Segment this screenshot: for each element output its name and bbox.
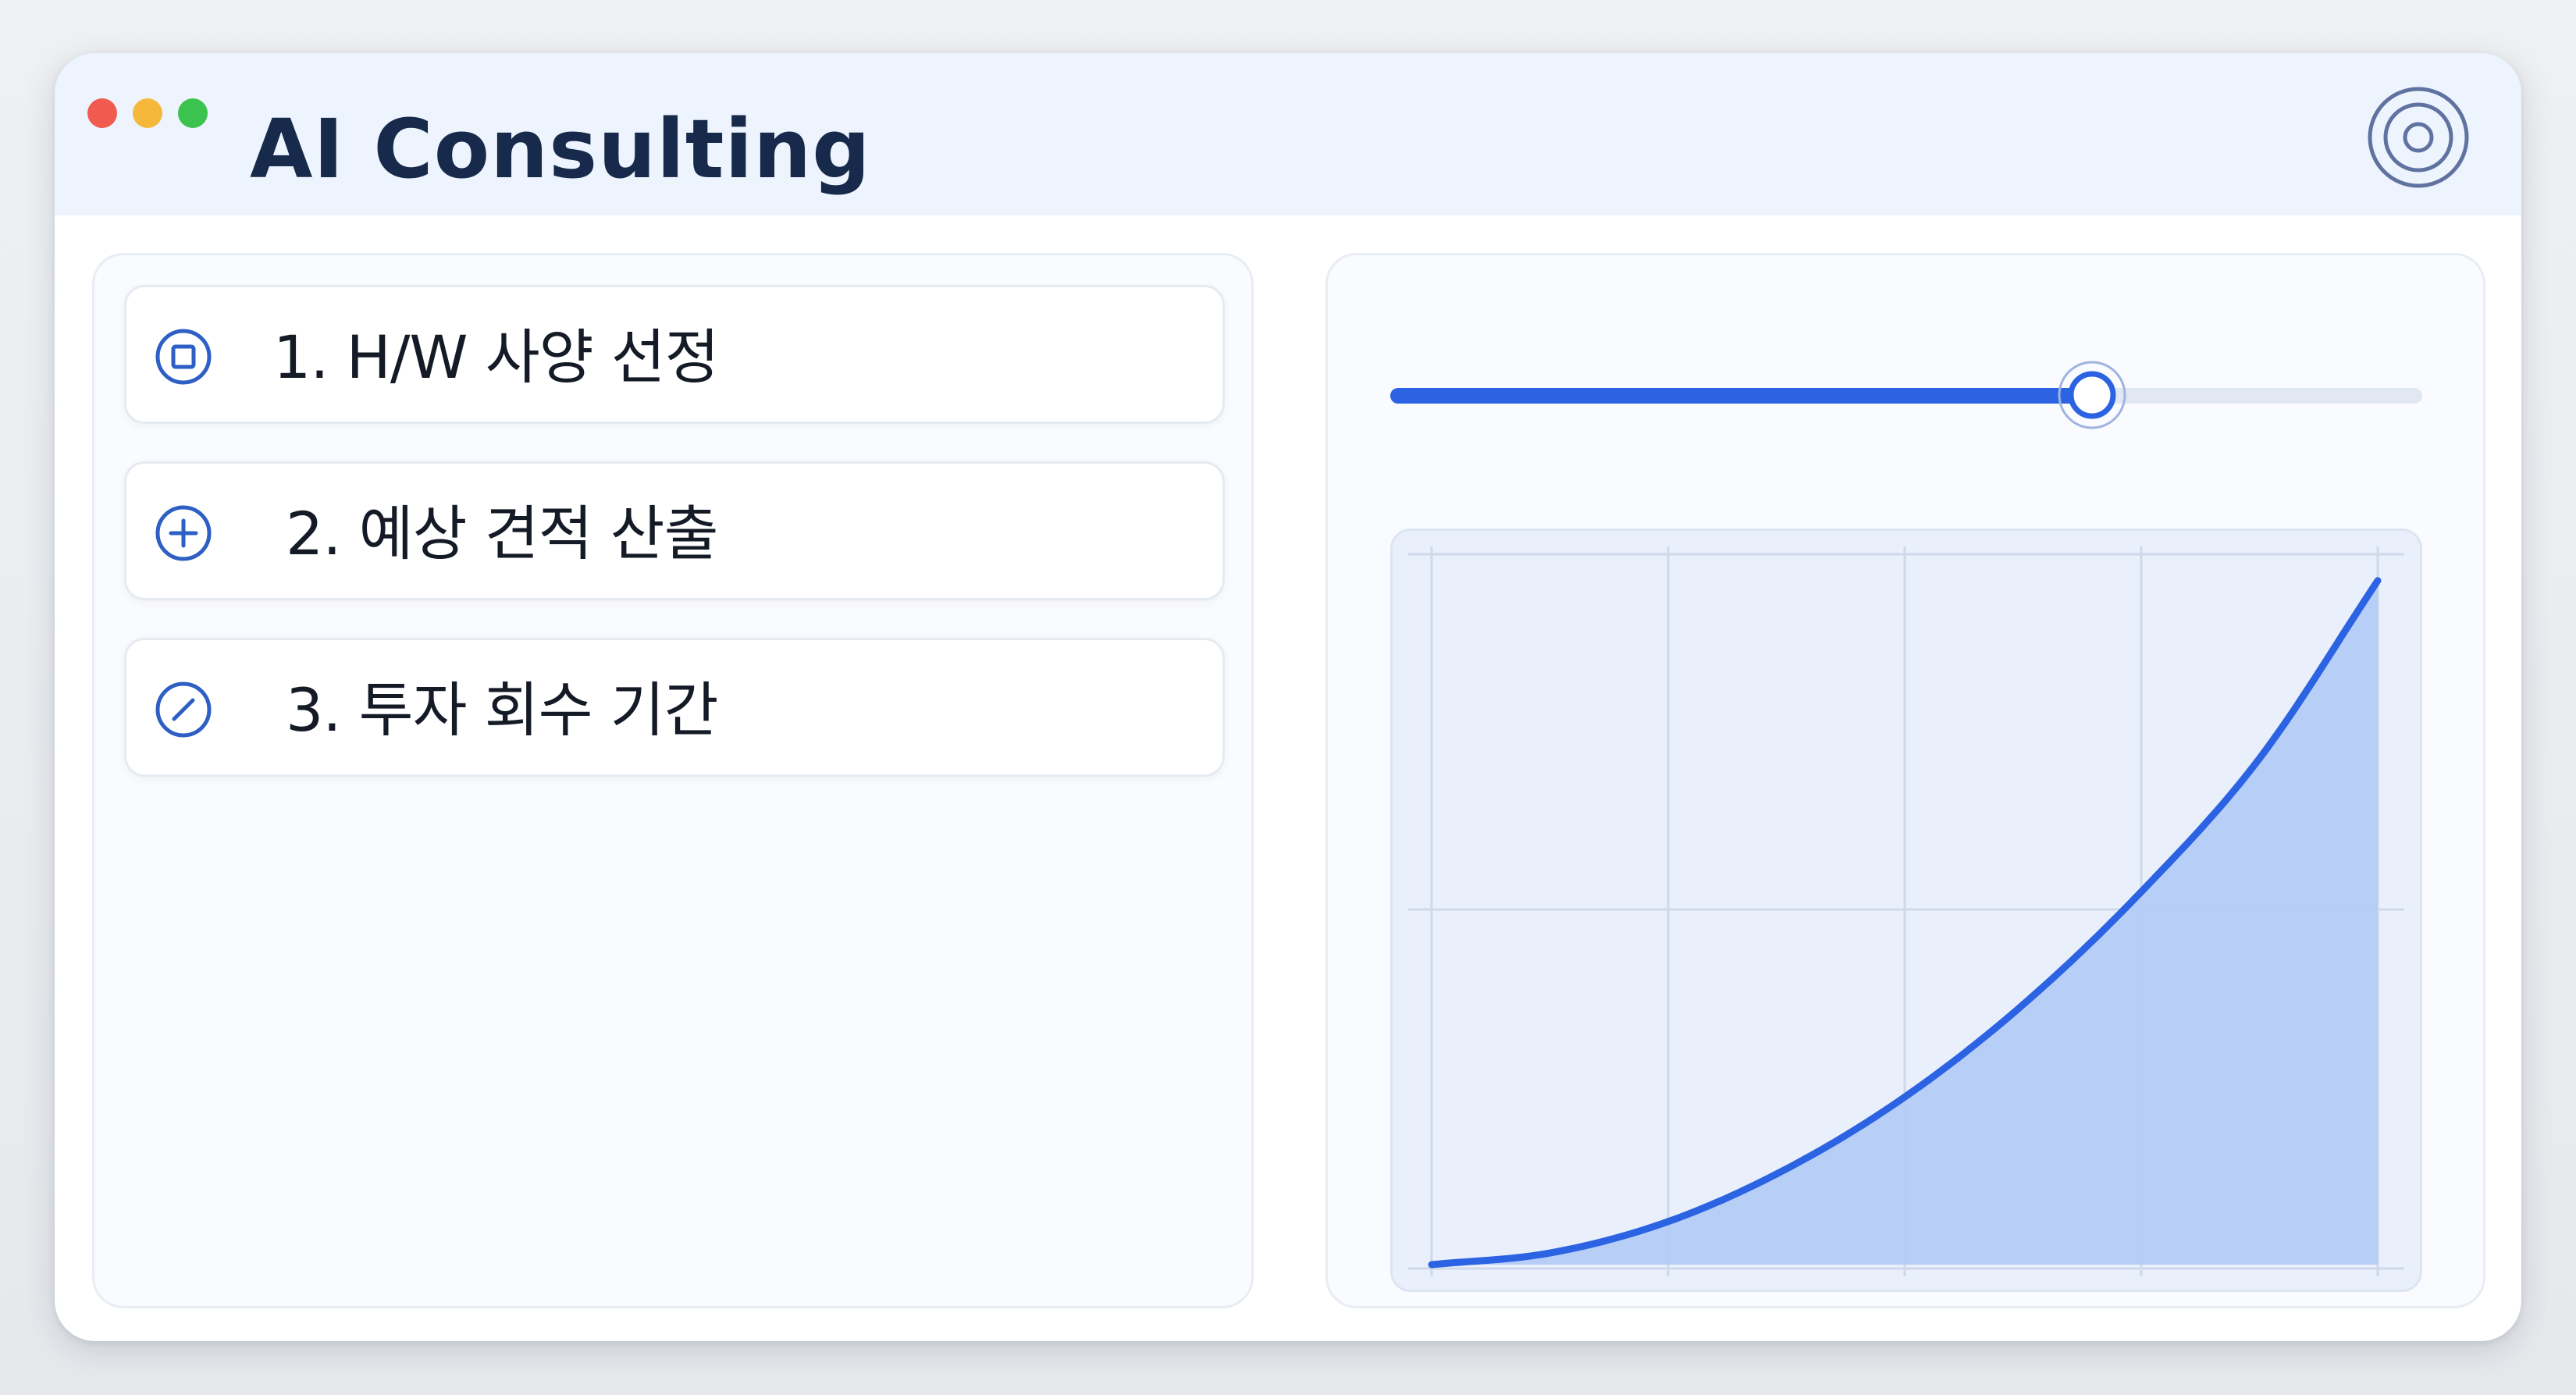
settings-button[interactable] <box>2365 84 2471 190</box>
slider-fill <box>1390 388 2092 404</box>
target-icon <box>2368 87 2469 188</box>
slider-thumb[interactable] <box>2057 360 2127 430</box>
slash-circle-icon <box>153 679 214 740</box>
chart-panel <box>1325 253 2485 1308</box>
plus-circle-icon <box>153 503 214 564</box>
series-line <box>1428 577 2382 1269</box>
value-slider[interactable] <box>1390 357 2422 435</box>
growth-curve-chart <box>1408 546 2404 1276</box>
menu-item-hw-spec[interactable]: 1. H/W 사양 선정 <box>124 285 1225 424</box>
app-window: AI Consulting 1. H/W 사양 선정 <box>55 53 2521 1341</box>
menu-panel: 1. H/W 사양 선정 2. 예상 견적 산출 <box>92 253 1254 1308</box>
menu-item-estimate[interactable]: 2. 예상 견적 산출 <box>124 461 1225 600</box>
chart-area <box>1390 528 2422 1292</box>
title-bar: AI Consulting <box>55 53 2521 215</box>
close-window-button[interactable] <box>87 98 117 128</box>
area-fill <box>1432 580 2378 1265</box>
menu-item-label: 3. 투자 회수 기간 <box>286 675 719 745</box>
menu-item-payback[interactable]: 3. 투자 회수 기간 <box>124 638 1225 777</box>
app-title: AI Consulting <box>250 101 871 197</box>
menu-item-label: 1. H/W 사양 선정 <box>273 322 720 392</box>
menu-item-label: 2. 예상 견적 산출 <box>286 499 719 568</box>
minimize-window-button[interactable] <box>133 98 162 128</box>
square-in-circle-icon <box>153 326 214 387</box>
maximize-window-button[interactable] <box>178 98 208 128</box>
